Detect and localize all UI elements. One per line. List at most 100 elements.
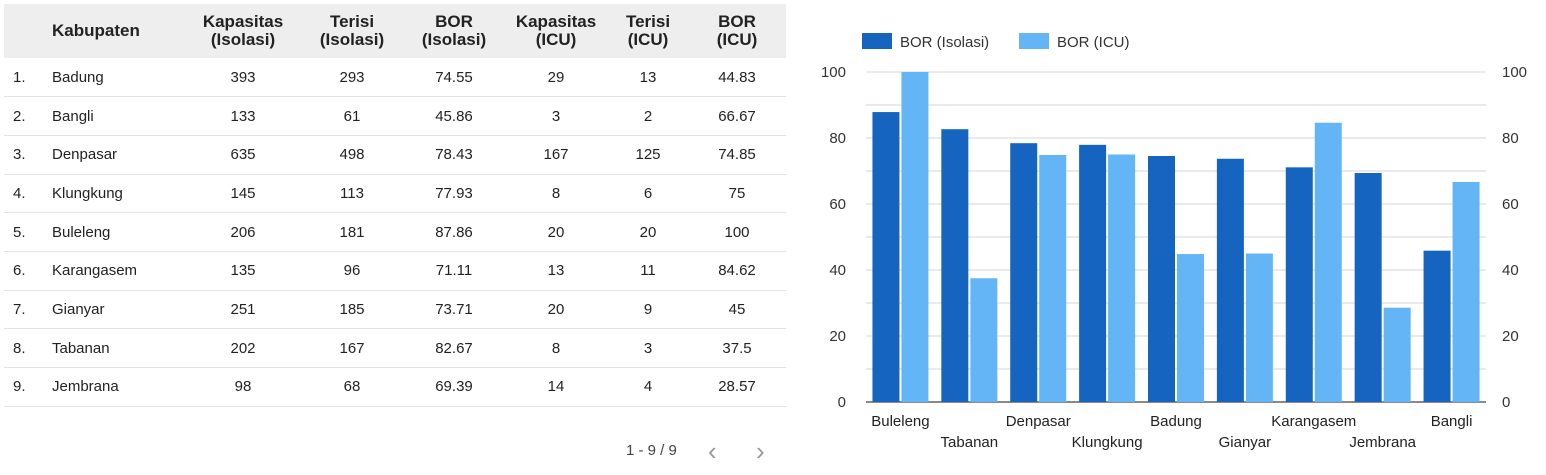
bar-bor-icu bbox=[1177, 254, 1204, 402]
column-header-ter_icu[interactable]: Terisi (ICU) bbox=[625, 12, 671, 49]
x-category-label: Gianyar bbox=[1219, 434, 1272, 451]
column-header-kap_iso[interactable]: Kapasitas (Isolasi) bbox=[202, 12, 284, 49]
y-tick-label-right: 40 bbox=[1502, 262, 1519, 279]
table-row[interactable]: 5. Buleleng 206 181 87.86 20 20 100 bbox=[4, 213, 786, 252]
cell-kabupaten: Karangasem bbox=[52, 262, 138, 280]
cell-bor_icu: 45 bbox=[728, 300, 746, 318]
x-category-label: Klungkung bbox=[1072, 434, 1143, 451]
table-row[interactable]: 6. Karangasem 135 96 71.11 13 11 84.62 bbox=[4, 251, 786, 291]
column-header-ter_iso[interactable]: Terisi (Isolasi) bbox=[319, 12, 385, 49]
table-body: 1. Badung 393 293 74.55 29 13 44.83 2. Bangli 133 6… bbox=[4, 58, 786, 407]
cell-no: 1. bbox=[13, 68, 26, 86]
y-tick-label-right: 80 bbox=[1502, 130, 1519, 147]
cell-no: 3. bbox=[13, 146, 26, 164]
cell-no: 4. bbox=[13, 184, 26, 202]
legend-label: BOR (Isolasi) bbox=[900, 34, 989, 51]
cell-bor_icu: 44.83 bbox=[718, 68, 756, 86]
cell-ter_icu: 9 bbox=[643, 300, 653, 318]
y-tick-label-left: 20 bbox=[829, 328, 846, 345]
data-table-container: Kabupaten Kapasitas (Isolasi) Terisi (Isolas… bbox=[4, 4, 786, 407]
cell-no: 6. bbox=[13, 262, 26, 280]
bar-bor-isolasi bbox=[872, 112, 900, 402]
cell-ter_iso: 61 bbox=[343, 107, 361, 125]
cell-kabupaten: Jembrana bbox=[52, 378, 119, 396]
bar-bor-isolasi bbox=[1010, 143, 1038, 402]
cell-ter_iso: 68 bbox=[343, 378, 361, 396]
cell-bor_iso: 78.43 bbox=[435, 146, 473, 164]
y-tick-label-left: 60 bbox=[829, 196, 846, 213]
cell-kap_icu: 14 bbox=[547, 378, 565, 396]
bar-bor-isolasi bbox=[1079, 144, 1107, 402]
cell-kap_icu: 13 bbox=[547, 262, 565, 280]
x-category-label: Tabanan bbox=[941, 434, 999, 451]
bar-bor-icu bbox=[1245, 253, 1273, 402]
cell-ter_icu: 6 bbox=[643, 184, 653, 202]
table-row[interactable]: 9. Jembrana 98 68 69.39 14 4 28.57 bbox=[4, 368, 786, 407]
data-table: Kabupaten Kapasitas (Isolasi) Terisi (Isolas… bbox=[4, 4, 786, 407]
cell-kap_iso: 98 bbox=[234, 378, 252, 396]
y-tick-label-right: 20 bbox=[1502, 328, 1519, 345]
cell-kap_iso: 393 bbox=[230, 68, 256, 86]
y-tick-label-left: 80 bbox=[829, 130, 846, 147]
cell-bor_icu: 74.85 bbox=[718, 146, 756, 164]
cell-kabupaten: Denpasar bbox=[52, 146, 118, 164]
table-header-row: Kabupaten Kapasitas (Isolasi) Terisi (Isolas… bbox=[4, 4, 786, 58]
legend-swatch bbox=[862, 33, 892, 49]
y-tick-label-left: 0 bbox=[838, 394, 846, 411]
cell-kap_icu: 20 bbox=[547, 223, 565, 241]
column-header-bor_iso[interactable]: BOR (Isolasi) bbox=[421, 12, 487, 49]
cell-kap_icu: 29 bbox=[547, 68, 565, 86]
y-tick-label-left: 40 bbox=[829, 262, 846, 279]
cell-ter_iso: 96 bbox=[343, 262, 361, 280]
table-row[interactable]: 1. Badung 393 293 74.55 29 13 44.83 bbox=[4, 58, 786, 97]
cell-bor_icu: 100 bbox=[724, 223, 750, 241]
table-row[interactable]: 7. Gianyar 251 185 73.71 20 9 45 bbox=[4, 290, 786, 329]
bar-bor-icu bbox=[901, 72, 929, 402]
cell-kap_iso: 133 bbox=[230, 107, 256, 125]
cell-bor_icu: 28.57 bbox=[718, 378, 756, 396]
pagination: 1 - 9 / 9 ‹ › bbox=[618, 436, 788, 466]
chevron-left-icon[interactable]: ‹ bbox=[708, 436, 717, 466]
cell-bor_iso: 73.71 bbox=[435, 300, 473, 318]
cell-kabupaten: Buleleng bbox=[52, 223, 111, 241]
bar-bor-isolasi bbox=[1285, 167, 1313, 402]
table-row[interactable]: 3. Denpasar 635 498 78.43 167 125 74.85 bbox=[4, 135, 786, 175]
y-tick-label-right: 60 bbox=[1502, 196, 1519, 213]
column-header-kabupaten[interactable]: Kabupaten bbox=[52, 21, 140, 40]
cell-kap_iso: 202 bbox=[230, 339, 256, 357]
table-row[interactable]: 8. Tabanan 202 167 82.67 8 3 37.5 bbox=[4, 329, 786, 368]
table-row[interactable]: 2. Bangli 133 61 45.86 3 2 66.67 bbox=[4, 97, 786, 136]
cell-bor_iso: 77.93 bbox=[435, 184, 473, 202]
x-category-label: Buleleng bbox=[871, 413, 929, 430]
pagination-label: 1 - 9 / 9 bbox=[626, 442, 677, 459]
bar-bor-icu bbox=[1108, 154, 1136, 402]
cell-bor_icu: 84.62 bbox=[718, 262, 756, 280]
column-header-no[interactable] bbox=[4, 4, 52, 58]
cell-bor_icu: 66.67 bbox=[718, 107, 756, 125]
cell-bor_iso: 87.86 bbox=[435, 223, 473, 241]
y-tick-label-right: 100 bbox=[1502, 64, 1527, 81]
cell-bor_icu: 37.5 bbox=[722, 339, 752, 357]
bar-bor-icu bbox=[1314, 122, 1342, 402]
cell-no: 9. bbox=[13, 378, 26, 396]
x-category-label: Bangli bbox=[1431, 413, 1473, 430]
cell-ter_icu: 20 bbox=[639, 223, 657, 241]
bar-bor-isolasi bbox=[941, 129, 969, 402]
cell-kap_iso: 135 bbox=[230, 262, 256, 280]
cell-kap_icu: 8 bbox=[551, 339, 561, 357]
column-header-bor_icu[interactable]: BOR (ICU) bbox=[716, 12, 758, 49]
cell-ter_iso: 181 bbox=[339, 223, 365, 241]
cell-ter_iso: 498 bbox=[339, 146, 365, 164]
cell-ter_icu: 11 bbox=[640, 262, 656, 280]
x-category-label: Badung bbox=[1150, 413, 1202, 430]
cell-bor_icu: 75 bbox=[728, 184, 746, 202]
cell-no: 7. bbox=[13, 300, 26, 318]
cell-ter_iso: 293 bbox=[339, 68, 365, 86]
bor-bar-chart: 0 20 40 60 80 100 0 20 40 60 80 100 Buleleng Tabanan D… bbox=[821, 33, 1527, 451]
cell-kap_iso: 206 bbox=[230, 223, 256, 241]
chevron-right-icon[interactable]: › bbox=[756, 436, 765, 466]
cell-kap_icu: 8 bbox=[551, 184, 561, 202]
column-header-kap_icu[interactable]: Kapasitas (ICU) bbox=[515, 12, 597, 49]
bar-bor-icu bbox=[1039, 154, 1067, 402]
table-row[interactable]: 4. Klungkung 145 113 77.93 8 6 75 bbox=[4, 174, 786, 213]
